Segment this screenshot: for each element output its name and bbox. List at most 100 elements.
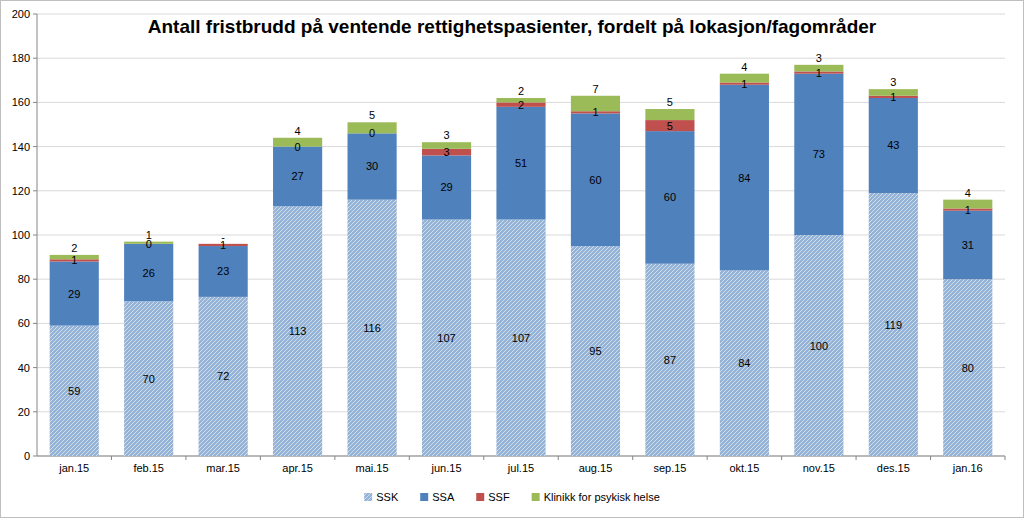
data-label: 3	[443, 129, 449, 141]
y-tick	[33, 456, 37, 457]
legend-swatch	[364, 493, 372, 501]
data-label: 2	[71, 242, 77, 254]
x-tick	[260, 456, 261, 460]
y-axis	[37, 14, 38, 456]
x-tick-label: aug.15	[579, 462, 613, 474]
x-tick-label: apr.15	[282, 462, 313, 474]
data-label: 4	[295, 125, 301, 137]
y-tick-label: 180	[12, 52, 30, 64]
y-tick-label: 80	[18, 273, 30, 285]
y-tick-label: 20	[18, 406, 30, 418]
data-label: 31	[962, 239, 974, 251]
y-tick	[33, 323, 37, 324]
data-label: 0	[369, 127, 375, 139]
y-tick-label: 40	[18, 362, 30, 374]
data-label: 1	[71, 254, 77, 266]
x-tick-label: okt.15	[729, 462, 759, 474]
bar-segment	[348, 133, 397, 199]
bar-segment	[50, 262, 99, 326]
bar-segment	[869, 98, 918, 193]
data-label: 5	[667, 96, 673, 108]
y-tick	[33, 58, 37, 59]
y-tick	[33, 190, 37, 191]
legend-swatch	[420, 493, 428, 501]
bar-segment	[422, 220, 471, 456]
x-tick-label: mar.15	[206, 462, 240, 474]
x-tick-label: feb.15	[133, 462, 164, 474]
data-label: 72	[217, 370, 229, 382]
data-label: 43	[887, 139, 899, 151]
data-label: 73	[813, 148, 825, 160]
legend-swatch	[476, 493, 484, 501]
data-label: -	[221, 231, 225, 243]
data-label: 60	[664, 191, 676, 203]
x-tick	[856, 456, 857, 460]
data-label: 80	[962, 362, 974, 374]
data-label: 2	[518, 99, 524, 111]
y-tick-label: 60	[18, 317, 30, 329]
data-label: 70	[143, 373, 155, 385]
x-tick-label: jun.15	[431, 462, 462, 474]
y-tick	[33, 235, 37, 236]
data-label: 23	[217, 265, 229, 277]
data-label: 1	[890, 91, 896, 103]
data-label: 116	[363, 322, 381, 334]
data-label: 51	[515, 157, 527, 169]
bar-segment	[422, 155, 471, 219]
data-label: 60	[589, 174, 601, 186]
legend-swatch	[532, 493, 540, 501]
bar-segment	[571, 246, 620, 456]
bar-segment	[943, 279, 992, 456]
data-label: 4	[741, 61, 747, 73]
bar-segment	[571, 113, 620, 246]
x-tick	[409, 456, 410, 460]
data-label: 119	[885, 319, 903, 331]
x-tick	[781, 456, 782, 460]
data-label: 27	[291, 170, 303, 182]
chart: 020406080100120140160180200jan.15feb.15m…	[0, 0, 1024, 518]
bar-segment	[273, 206, 322, 456]
x-tick-label: sep.15	[653, 462, 686, 474]
data-label: 3	[816, 52, 822, 64]
x-tick-label: jan.16	[952, 462, 983, 474]
bar-segment	[496, 220, 545, 456]
bar-segment	[124, 244, 173, 301]
data-label: 95	[589, 345, 601, 357]
chart-title: Antall fristbrudd på ventende rettighets…	[148, 16, 877, 37]
x-tick	[111, 456, 112, 460]
data-label: 5	[667, 120, 673, 132]
x-tick	[483, 456, 484, 460]
data-label: 100	[810, 340, 828, 352]
bar-segment	[348, 200, 397, 456]
x-tick-label: des.15	[877, 462, 910, 474]
data-label: 113	[289, 325, 307, 337]
data-label: 7	[592, 83, 598, 95]
bar-segment	[645, 264, 694, 456]
bar-segment	[199, 297, 248, 456]
data-label: 107	[437, 332, 455, 344]
grid-line	[37, 58, 1005, 59]
y-tick-label: 120	[12, 185, 30, 197]
bar-segment	[943, 211, 992, 280]
x-tick	[558, 456, 559, 460]
data-label: 5	[369, 109, 375, 121]
bar-segment	[645, 120, 694, 131]
data-label: 30	[366, 160, 378, 172]
bar-segment	[720, 85, 769, 271]
data-label: 59	[68, 385, 80, 397]
y-tick-label: 160	[12, 96, 30, 108]
data-label: 84	[738, 172, 750, 184]
data-label: 3	[890, 76, 896, 88]
x-tick	[930, 456, 931, 460]
data-label: 26	[143, 267, 155, 279]
bar-segment	[794, 74, 843, 235]
x-tick	[185, 456, 186, 460]
legend-label: SSA	[432, 491, 455, 503]
x-tick	[707, 456, 708, 460]
y-tick-label: 140	[12, 141, 30, 153]
bar-segment	[273, 147, 322, 207]
legend-label: SSK	[376, 491, 399, 503]
bar-segment	[794, 235, 843, 456]
x-tick-label: nov.15	[803, 462, 835, 474]
bar-segment	[50, 326, 99, 456]
